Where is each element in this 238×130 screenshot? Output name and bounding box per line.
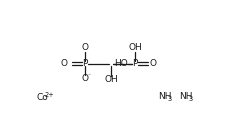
- Text: NH: NH: [179, 92, 192, 101]
- Text: 3: 3: [168, 96, 172, 102]
- Text: P: P: [132, 59, 138, 68]
- Text: ⁻: ⁻: [88, 75, 91, 80]
- Text: O: O: [82, 43, 89, 52]
- Text: NH: NH: [158, 92, 171, 101]
- Text: 2+: 2+: [45, 92, 55, 99]
- Text: O: O: [61, 59, 68, 68]
- Text: 3: 3: [189, 96, 193, 102]
- Text: OH: OH: [128, 43, 142, 52]
- Text: OH: OH: [104, 75, 118, 84]
- Text: O: O: [149, 59, 156, 68]
- Text: Co: Co: [37, 93, 49, 102]
- Text: HO: HO: [114, 59, 128, 68]
- Text: O: O: [82, 74, 89, 83]
- Text: P: P: [82, 59, 88, 68]
